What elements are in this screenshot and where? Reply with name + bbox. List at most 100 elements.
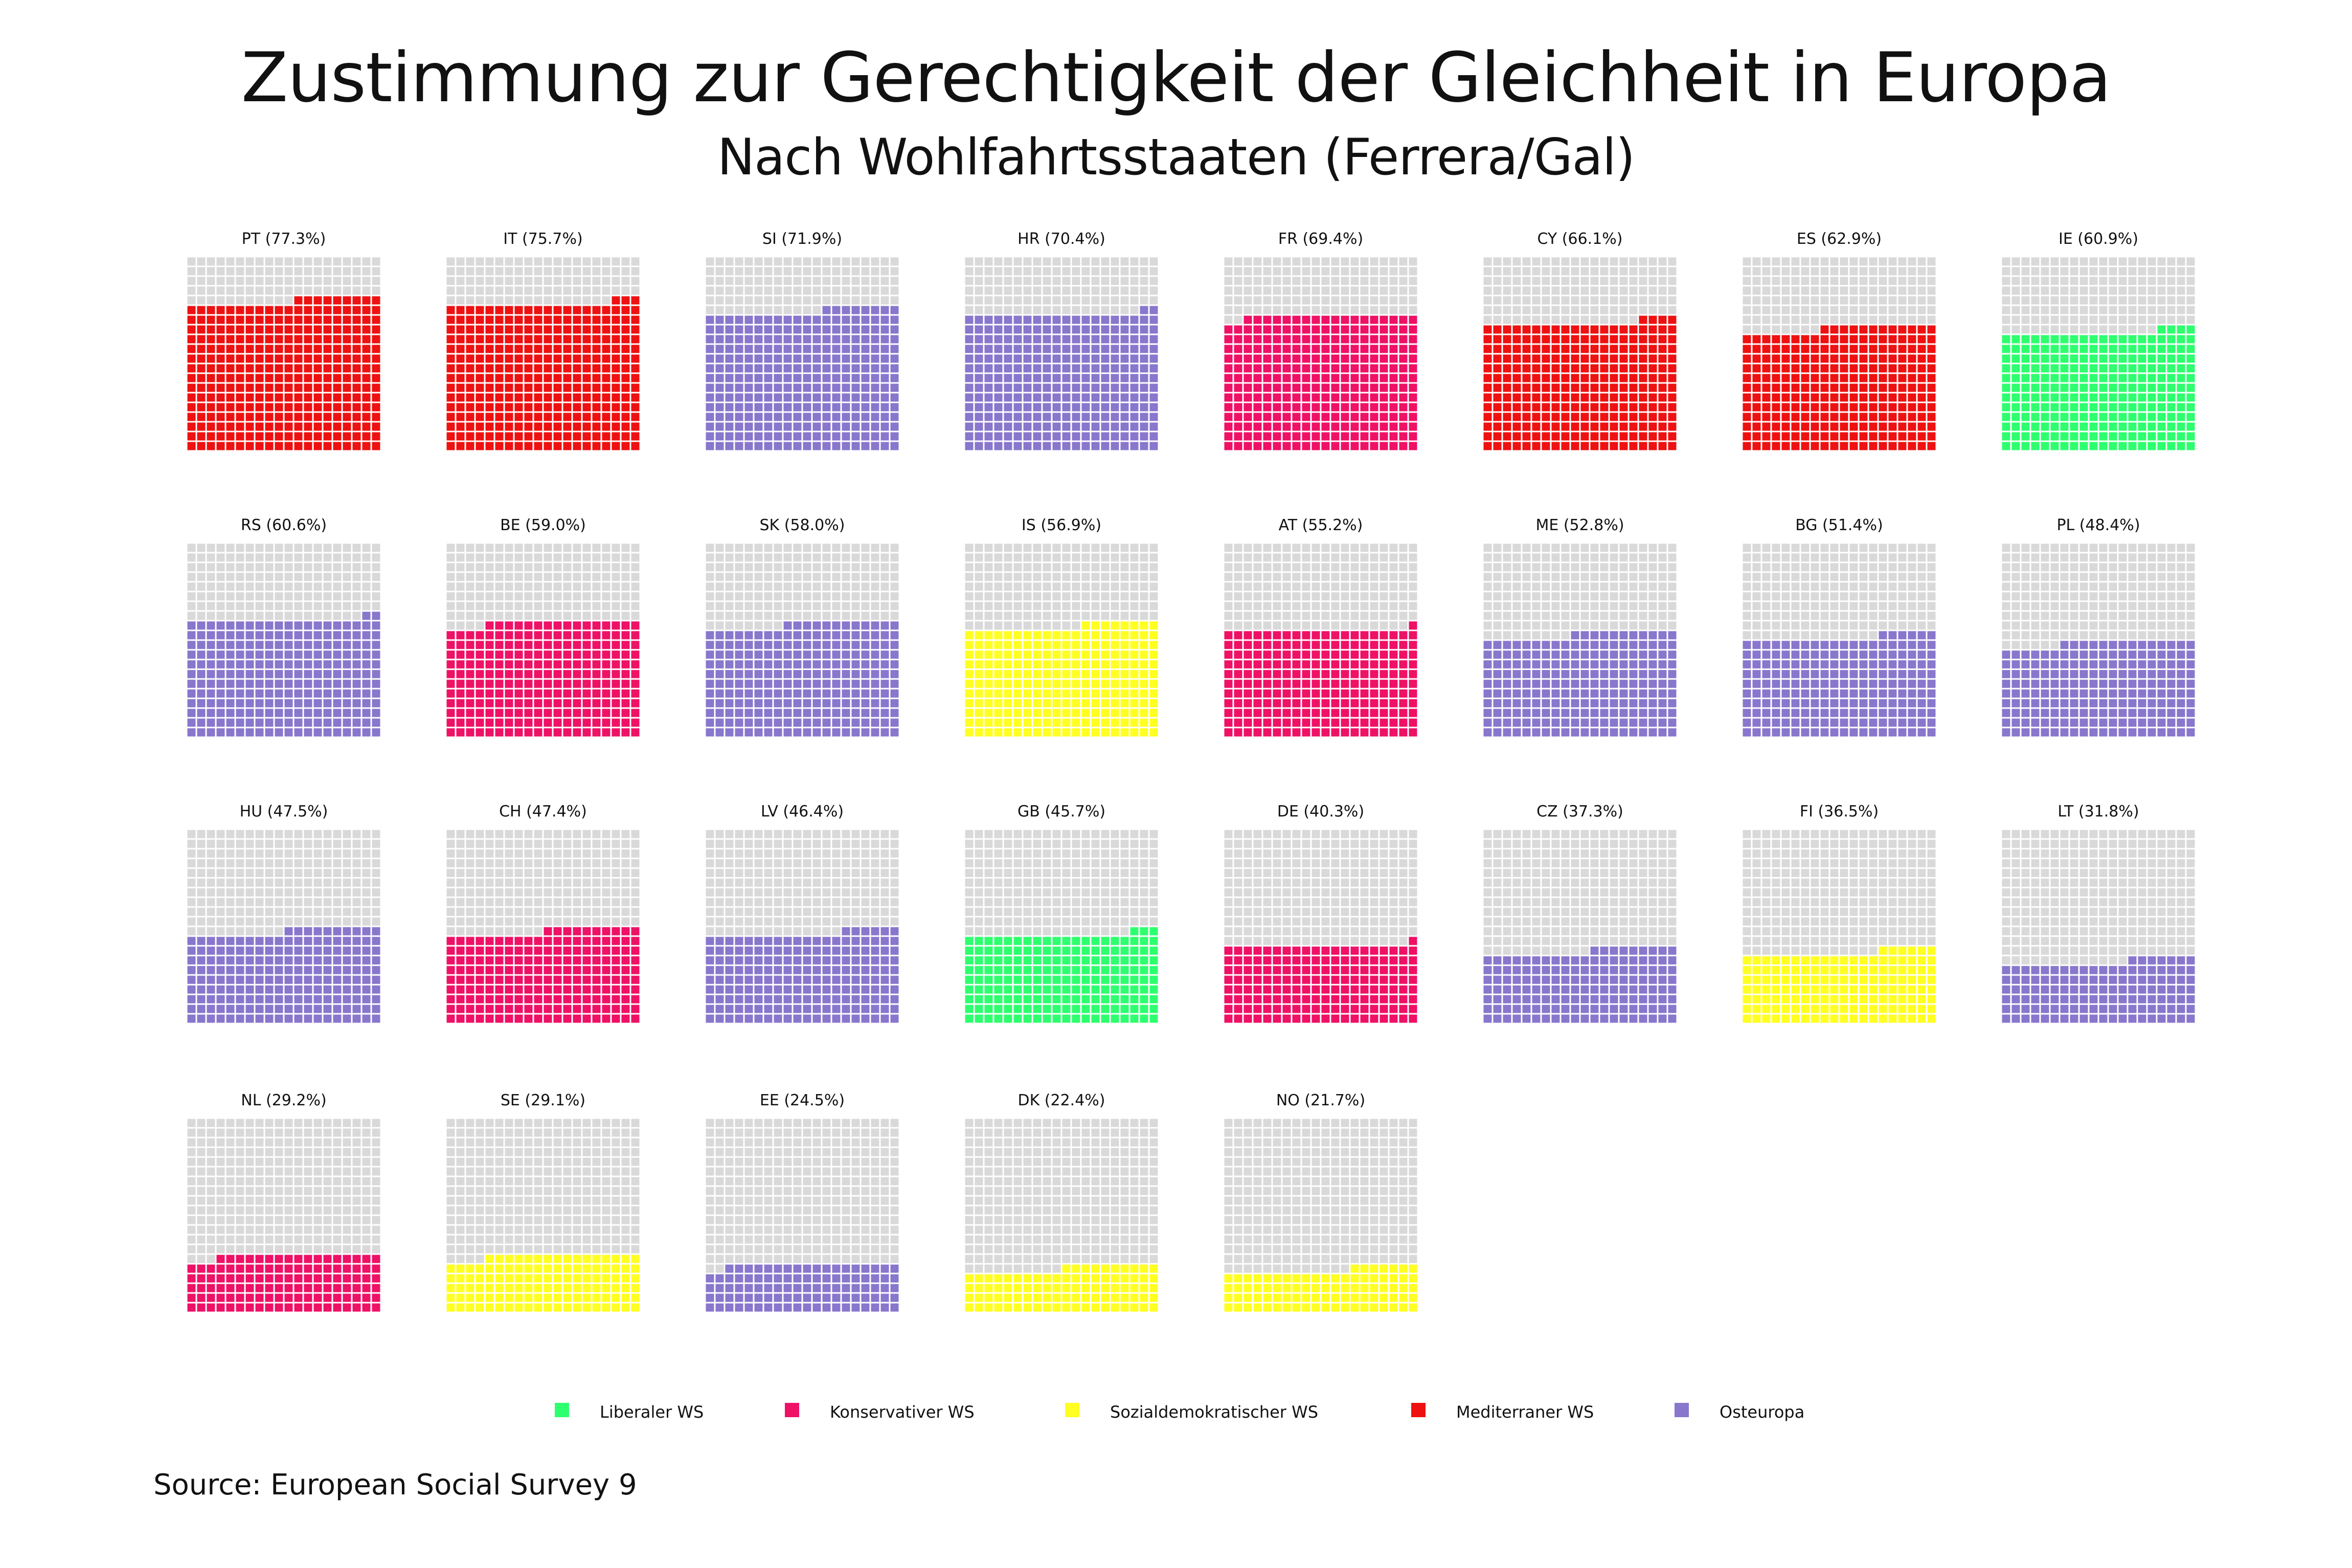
- waffle-cell-filled: [2138, 383, 2146, 392]
- waffle-cell-filled: [1043, 641, 1051, 649]
- waffle-cell-empty: [774, 277, 782, 285]
- waffle-cell-filled: [197, 631, 206, 640]
- waffle-cell-filled: [446, 709, 455, 717]
- waffle-cell-filled: [1571, 403, 1579, 412]
- waffle-cell-filled: [1561, 383, 1570, 392]
- waffle-cell-filled: [1503, 335, 1511, 344]
- waffle-cell-empty: [1023, 277, 1032, 285]
- waffle-cell-filled: [1052, 432, 1061, 441]
- waffle-cell-filled: [1273, 374, 1281, 382]
- waffle-cell-filled: [812, 699, 821, 708]
- waffle-cell-empty: [1668, 257, 1677, 266]
- waffle-cell-filled: [1130, 728, 1139, 737]
- waffle-cell-filled: [1639, 442, 1647, 450]
- waffle-cell-empty: [984, 611, 993, 620]
- waffle-cell-filled: [890, 422, 899, 431]
- waffle-cell-filled: [1043, 660, 1051, 669]
- waffle-cell-empty: [1033, 602, 1042, 610]
- waffle-cell-empty: [1752, 267, 1761, 276]
- waffle-cell-empty: [573, 267, 581, 276]
- waffle-cell-empty: [2041, 306, 2049, 314]
- waffle-cell-filled: [1004, 660, 1012, 669]
- waffle-cell-empty: [1370, 306, 1378, 314]
- waffle-cell-empty: [822, 553, 831, 562]
- waffle-cell-filled: [871, 650, 879, 659]
- waffle-cell-empty: [1004, 257, 1012, 266]
- waffle-cell-empty: [313, 563, 322, 572]
- waffle-cell-filled: [1869, 374, 1878, 382]
- waffle-cell-empty: [1081, 611, 1090, 620]
- waffle-cell-filled: [255, 432, 264, 441]
- waffle-cell-filled: [553, 403, 562, 412]
- waffle-cell-empty: [255, 296, 264, 305]
- waffle-cell-empty: [1292, 563, 1301, 572]
- waffle-cell-empty: [582, 563, 591, 572]
- waffle-cell-filled: [1101, 393, 1110, 402]
- waffle-cell-filled: [1091, 374, 1100, 382]
- waffle-cell-filled: [275, 403, 283, 412]
- waffle-cell-empty: [754, 277, 763, 285]
- waffle-cell-filled: [2128, 432, 2137, 441]
- waffle-cell-filled: [187, 413, 196, 421]
- waffle-cell-filled: [226, 354, 235, 363]
- waffle-cell-empty: [994, 621, 1003, 630]
- waffle-cell-empty: [1379, 296, 1388, 305]
- waffle-cell-filled: [505, 660, 513, 669]
- waffle-cell-filled: [372, 354, 380, 363]
- waffle-cell-empty: [1791, 286, 1800, 295]
- waffle-cell-filled: [255, 442, 264, 450]
- waffle-cell-filled: [456, 422, 465, 431]
- waffle-cell-filled: [706, 641, 714, 649]
- waffle-cell-filled: [822, 393, 831, 402]
- waffle-cell-filled: [1399, 393, 1408, 402]
- waffle-cell-filled: [265, 699, 274, 708]
- waffle-cell-empty: [1781, 286, 1790, 295]
- waffle-cell-empty: [236, 267, 244, 276]
- waffle-cell-filled: [1111, 325, 1119, 334]
- waffle-cell-empty: [871, 553, 879, 562]
- waffle-cell-filled: [822, 335, 831, 344]
- waffle-cell-filled: [265, 631, 274, 640]
- waffle-cell-filled: [1091, 728, 1100, 737]
- waffle-cell-filled: [323, 403, 332, 412]
- waffle-cell-filled: [1551, 345, 1560, 353]
- waffle-cell-filled: [2147, 345, 2156, 353]
- waffle-cell-filled: [2070, 364, 2078, 373]
- waffle-cell-filled: [1908, 374, 1916, 382]
- waffle-cell-filled: [1043, 335, 1051, 344]
- waffle-cell-empty: [1542, 267, 1550, 276]
- waffle-cell-filled: [2147, 335, 2156, 344]
- waffle-cell-empty: [735, 553, 743, 562]
- waffle-cell-filled: [975, 345, 983, 353]
- waffle-cell-filled: [1811, 422, 1819, 431]
- waffle-cell-filled: [1409, 413, 1417, 421]
- waffle-cell-filled: [1590, 345, 1599, 353]
- waffle-cell-empty: [1111, 611, 1119, 620]
- waffle-cell-filled: [1023, 709, 1032, 717]
- waffle-cell-filled: [774, 699, 782, 708]
- waffle-cell-filled: [534, 670, 542, 678]
- waffle-cell-filled: [1399, 374, 1408, 382]
- waffle-cell-filled: [1350, 393, 1359, 402]
- waffle-cell-empty: [965, 267, 974, 276]
- waffle-cell-filled: [2118, 432, 2127, 441]
- waffle-cell-empty: [1224, 582, 1233, 591]
- waffle-cell-filled: [1503, 403, 1511, 412]
- waffle-cell-empty: [255, 611, 264, 620]
- waffle-cell-empty: [1888, 286, 1897, 295]
- waffle-cell-filled: [333, 432, 342, 441]
- waffle-cell-filled: [563, 660, 572, 669]
- waffle-cell-filled: [1493, 422, 1502, 431]
- waffle-cell-filled: [352, 679, 361, 688]
- waffle-cell-filled: [822, 432, 831, 441]
- waffle-cell-empty: [2011, 257, 2020, 266]
- waffle-cell-empty: [1503, 267, 1511, 276]
- waffle-cell-filled: [1043, 709, 1051, 717]
- waffle-cell-filled: [2011, 403, 2020, 412]
- waffle-cell-empty: [1791, 277, 1800, 285]
- waffle-cell-empty: [1409, 592, 1417, 601]
- waffle-cell-filled: [446, 374, 455, 382]
- waffle-cell-empty: [1648, 277, 1657, 285]
- waffle-cell-empty: [754, 592, 763, 601]
- waffle-cell-empty: [466, 543, 474, 552]
